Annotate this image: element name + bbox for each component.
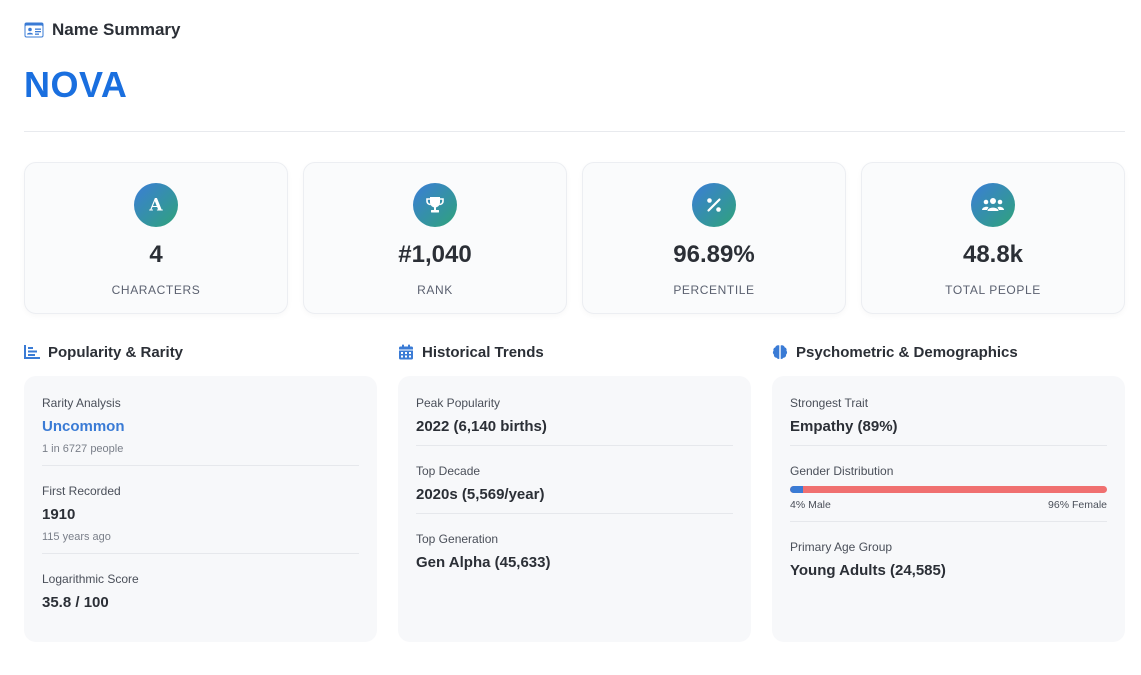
section-title: Popularity & Rarity: [48, 343, 184, 361]
stat-card-rank: #1,040 RANK: [303, 162, 567, 314]
first-recorded-sub: 115 years ago: [42, 531, 111, 543]
item-label: First Recorded: [42, 484, 121, 498]
historical-panel: Peak Popularity 2022 (6,140 births) Top …: [398, 376, 751, 642]
brain-icon: [772, 345, 788, 360]
item-label: Logarithmic Score: [42, 572, 139, 586]
section-header: Psychometric & Demographics: [772, 342, 1125, 362]
strongest-trait-item: Strongest Trait Empathy (89%): [790, 390, 1107, 446]
male-bar-fill: [790, 486, 803, 493]
summary-header: Name Summary: [24, 20, 181, 40]
section-header: Historical Trends: [398, 342, 751, 362]
gender-legend: 4% Male 96% Female: [790, 499, 1107, 511]
summary-title: Name Summary: [52, 20, 181, 39]
stat-value: #1,040: [398, 241, 472, 268]
gender-bar: [790, 486, 1107, 493]
popularity-section: Popularity & Rarity Rarity Analysis Unco…: [24, 342, 377, 642]
age-group-item: Primary Age Group Young Adults (24,585): [790, 522, 1107, 589]
top-decade-value: 2020s (5,569/year): [416, 486, 545, 503]
historical-section: Historical Trends Peak Popularity 2022 (…: [398, 342, 751, 642]
stat-value: 96.89%: [673, 241, 755, 268]
age-group-value: Young Adults (24,585): [790, 562, 946, 579]
stat-label: PERCENTILE: [673, 283, 755, 297]
male-percent-label: 4% Male: [790, 499, 831, 511]
peak-popularity-value: 2022 (6,140 births): [416, 418, 547, 435]
stat-value: 4: [149, 241, 163, 268]
item-label: Rarity Analysis: [42, 396, 121, 410]
item-label: Top Decade: [416, 464, 481, 478]
stats-row: A 4 CHARACTERS #1,040 RANK: [24, 162, 1125, 314]
item-label: Peak Popularity: [416, 396, 501, 410]
psychometric-section: Psychometric & Demographics Strongest Tr…: [772, 342, 1125, 642]
peak-popularity-item: Peak Popularity 2022 (6,140 births): [416, 390, 733, 446]
detail-sections: Popularity & Rarity Rarity Analysis Unco…: [24, 342, 1125, 642]
item-label: Top Generation: [416, 532, 499, 546]
top-generation-item: Top Generation Gen Alpha (45,633): [416, 514, 733, 581]
item-label: Primary Age Group: [790, 540, 893, 554]
percent-icon: [692, 183, 736, 227]
rarity-sub: 1 in 6727 people: [42, 443, 124, 455]
psychometric-panel: Strongest Trait Empathy (89%) Gender Dis…: [772, 376, 1125, 642]
trophy-icon: [413, 183, 457, 227]
stat-label: TOTAL PEOPLE: [945, 283, 1041, 297]
name-heading: NOVA: [24, 64, 128, 105]
top-generation-value: Gen Alpha (45,633): [416, 554, 551, 571]
item-label: Strongest Trait: [790, 396, 869, 410]
id-card-icon: [24, 22, 44, 38]
bar-chart-icon: [24, 345, 40, 359]
first-recorded-item: First Recorded 1910 115 years ago: [42, 466, 359, 554]
stat-card-characters: A 4 CHARACTERS: [24, 162, 288, 314]
header-divider: [24, 131, 1125, 132]
calendar-icon: [399, 344, 413, 360]
section-title: Historical Trends: [422, 343, 544, 361]
stat-card-percentile: 96.89% PERCENTILE: [582, 162, 846, 314]
popularity-panel: Rarity Analysis Uncommon 1 in 6727 peopl…: [24, 376, 377, 642]
svg-text:A: A: [148, 196, 163, 216]
female-percent-label: 96% Female: [1048, 499, 1107, 511]
log-score-value: 35.8 / 100: [42, 594, 109, 611]
top-decade-item: Top Decade 2020s (5,569/year): [416, 446, 733, 514]
item-label: Gender Distribution: [790, 464, 894, 478]
rarity-value: Uncommon: [42, 418, 125, 435]
strongest-trait-value: Empathy (89%): [790, 418, 898, 435]
letter-a-icon: A: [134, 183, 178, 227]
first-recorded-value: 1910: [42, 506, 76, 523]
stat-label: CHARACTERS: [111, 283, 201, 297]
log-score-item: Logarithmic Score 35.8 / 100: [42, 554, 359, 621]
people-icon: [971, 183, 1015, 227]
rarity-item: Rarity Analysis Uncommon 1 in 6727 peopl…: [42, 390, 359, 466]
stat-label: RANK: [417, 283, 453, 297]
stat-value: 48.8k: [962, 241, 1024, 268]
section-title: Psychometric & Demographics: [796, 343, 1018, 361]
stat-card-total-people: 48.8k TOTAL PEOPLE: [861, 162, 1125, 314]
section-header: Popularity & Rarity: [24, 342, 377, 362]
gender-distribution-item: Gender Distribution 4% Male 96% Female: [790, 446, 1107, 522]
